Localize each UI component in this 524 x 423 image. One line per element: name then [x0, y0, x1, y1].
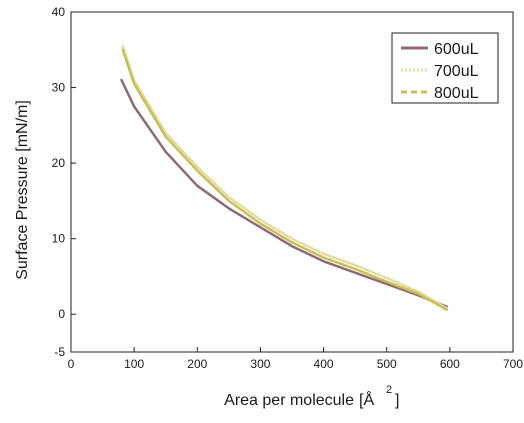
y-tick-label: 20	[52, 156, 66, 170]
x-axis-ticks: 0 100 200 300 400 500 600 700	[68, 347, 523, 371]
y-tick-label: 30	[52, 81, 66, 95]
x-tick-label: 700	[503, 357, 523, 371]
series-line-800ul	[121, 48, 448, 311]
y-axis-label: Surface Pressure [mN/m]	[14, 100, 31, 280]
y-tick-label: 40	[52, 5, 66, 19]
plot-frame	[70, 11, 514, 353]
x-tick-label: 200	[187, 357, 207, 371]
legend-label-800ul: 800uL	[434, 85, 479, 102]
x-axis-unit-open: [Å	[359, 390, 374, 409]
legend: 600uL 700uL 800uL	[391, 32, 499, 104]
x-axis-label: Area per molecule	[224, 392, 354, 409]
x-axis-label-group: Area per molecule [Å 2 ]	[224, 384, 399, 409]
x-tick-label: 300	[250, 357, 270, 371]
y-tick-label: 0	[58, 307, 65, 321]
series-line-700ul	[121, 44, 448, 310]
x-tick-label: 400	[314, 357, 334, 371]
x-tick-label: 0	[68, 357, 75, 371]
x-tick-label: 100	[124, 357, 144, 371]
y-tick-label: 10	[52, 232, 66, 246]
y-tick-label: -5	[54, 345, 65, 359]
series-lines	[120, 44, 448, 311]
x-tick-label: 500	[377, 357, 397, 371]
x-axis-unit-close: ]	[395, 392, 399, 409]
x-axis-unit-superscript: 2	[386, 384, 392, 396]
legend-label-700ul: 700uL	[434, 63, 479, 80]
series-line-600ul	[120, 78, 448, 308]
x-tick-label: 600	[440, 357, 460, 371]
legend-box	[391, 32, 499, 104]
y-axis-ticks: -5 0 10 20 30 40	[52, 5, 76, 359]
legend-label-600ul: 600uL	[434, 41, 479, 58]
